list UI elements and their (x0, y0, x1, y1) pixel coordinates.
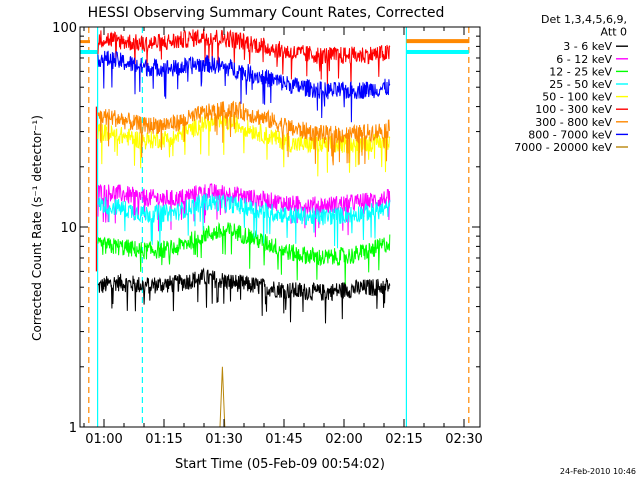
series-line (97, 193, 391, 249)
flag-bar-right-orange (406, 39, 469, 44)
series-line (219, 366, 226, 428)
x-tick-label: 02:30 (445, 432, 482, 447)
series-line (97, 100, 390, 166)
y-tick-label: 10 (60, 221, 77, 236)
legend-entry-label: 100 - 300 keV (535, 103, 612, 116)
legend-entry-label: 300 - 800 keV (535, 116, 612, 129)
series-2 (97, 183, 391, 238)
series-3 (97, 221, 391, 285)
series-7 (97, 100, 390, 166)
legend-entry-label: 50 - 100 keV (542, 91, 612, 104)
series-line (97, 221, 391, 285)
x-tick-label: 01:30 (205, 432, 242, 447)
x-axis-label: Start Time (05-Feb-09 00:54:02) (175, 457, 385, 472)
timestamp-label: 24-Feb-2010 10:46 (560, 467, 636, 476)
x-tick-label: 01:45 (265, 432, 302, 447)
series-5 (97, 112, 391, 177)
y-axis-label: Corrected Count Rate (s⁻¹ detector⁻¹) (30, 115, 44, 341)
x-tick-label: 01:15 (145, 432, 182, 447)
legend-header: Att 0 (601, 26, 627, 39)
legend-entry-label: 800 - 7000 keV (528, 128, 612, 141)
series-1 (97, 267, 391, 324)
legend-header: Det 1,3,4,5,6,9, (541, 13, 627, 26)
x-tick-label: 01:00 (85, 432, 122, 447)
legend-entry-label: 3 - 6 keV (563, 40, 612, 53)
x-tick-label: 02:15 (385, 432, 422, 447)
flag-bar-right-cyan (406, 49, 469, 54)
chart-title: HESSI Observing Summary Count Rates, Cor… (88, 5, 445, 21)
legend-entry-label: 12 - 25 keV (549, 65, 612, 78)
series-line (97, 112, 391, 177)
series-line (97, 267, 391, 324)
y-tick-label: 1 (69, 421, 77, 436)
legend-entry-label: 6 - 12 keV (556, 53, 612, 66)
series-line (97, 50, 391, 123)
flag-bar-left-orange (80, 40, 90, 44)
series-9 (219, 366, 226, 428)
series-8 (97, 50, 391, 123)
legend-entry-label: 25 - 50 keV (549, 78, 612, 91)
plot-area: 01:00 01:15 01:30 01:45 02:00 02:15 02:30 1 10 10… (52, 21, 483, 447)
legend-entry-label: 7000 - 20000 keV (514, 141, 612, 154)
series-6 (97, 28, 391, 89)
series-line (97, 28, 391, 89)
series-line (97, 183, 391, 238)
x-tick-label: 02:00 (325, 432, 362, 447)
series-4 (97, 193, 391, 249)
y-tick-label: 100 (52, 21, 77, 36)
flag-bar-left-cyan (80, 49, 98, 54)
